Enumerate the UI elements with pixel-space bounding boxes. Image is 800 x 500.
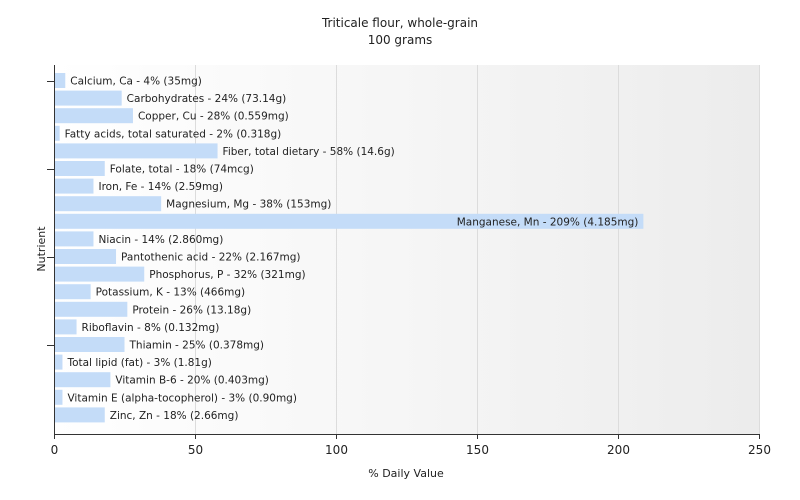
bar <box>54 372 111 388</box>
bar-label: Potassium, K - 13% (466mg) <box>96 287 246 299</box>
bar-label: Protein - 26% (13.18g) <box>132 304 251 316</box>
bar-label: Riboflavin - 8% (0.132mg) <box>82 322 220 334</box>
grid-lines <box>195 65 760 434</box>
chart-title: Triticale flour, whole-grain <box>321 16 478 30</box>
bar <box>54 161 105 176</box>
bar-label: Carbohydrates - 24% (73.14g) <box>127 93 287 105</box>
chart-subtitle: 100 grams <box>368 33 433 47</box>
bar-label: Fatty acids, total saturated - 2% (0.318… <box>65 128 282 140</box>
bar <box>54 108 133 124</box>
bar-label: Vitamin E (alpha-tocopherol) - 3% (0.90m… <box>67 392 297 404</box>
bar-label: Vitamin B-6 - 20% (0.403mg) <box>115 375 269 387</box>
bar <box>54 125 60 141</box>
bar-label: Calcium, Ca - 4% (35mg) <box>70 76 202 88</box>
axes: 0 50 100 150 200 250 <box>47 65 771 457</box>
bar <box>54 213 644 229</box>
bar <box>54 266 145 282</box>
bar <box>54 90 122 106</box>
bar-label: Total lipid (fat) - 3% (1.81g) <box>66 357 211 369</box>
bar <box>54 284 91 300</box>
bar-label: Thiamin - 25% (0.378mg) <box>129 340 265 352</box>
bar-label: Pantothenic acid - 22% (2.167mg) <box>121 252 300 264</box>
bar-label: Niacin - 14% (2.860mg) <box>98 234 223 246</box>
bar <box>54 389 63 405</box>
bar <box>54 73 66 88</box>
bar <box>54 301 128 317</box>
x-tick-label: 250 <box>748 443 771 457</box>
bar <box>54 143 218 159</box>
bar <box>54 178 94 194</box>
bar <box>54 407 105 423</box>
bar-label: Phosphorus, P - 32% (321mg) <box>149 269 305 281</box>
plot-background <box>54 65 759 434</box>
bar <box>54 354 63 370</box>
bar <box>54 196 162 212</box>
bar-label: Fiber, total dietary - 58% (14.6g) <box>223 146 395 158</box>
bars: Calcium, Ca - 4% (35mg) Carbohydrates - 2… <box>54 73 644 423</box>
bar-label: Folate, total - 18% (74mcg) <box>110 164 254 176</box>
x-tick-label: 200 <box>607 443 630 457</box>
bar-label: Manganese, Mn - 209% (4.185mg) <box>457 216 639 228</box>
x-tick-label: 0 <box>51 443 59 457</box>
bar <box>54 231 94 247</box>
bar-label: Iron, Fe - 14% (2.59mg) <box>98 181 222 193</box>
bar <box>54 319 77 335</box>
y-axis-label: Nutrient <box>35 226 48 272</box>
bar <box>54 337 125 352</box>
bar-label: Magnesium, Mg - 38% (153mg) <box>166 199 331 211</box>
bar-label: Zinc, Zn - 18% (2.66mg) <box>110 410 239 422</box>
x-tick-label: 100 <box>325 443 348 457</box>
x-tick-label: 50 <box>188 443 203 457</box>
x-tick-label: 150 <box>466 443 489 457</box>
bar <box>54 249 117 264</box>
x-axis-label: % Daily Value <box>368 467 444 480</box>
bar-label: Copper, Cu - 28% (0.559mg) <box>138 111 289 123</box>
